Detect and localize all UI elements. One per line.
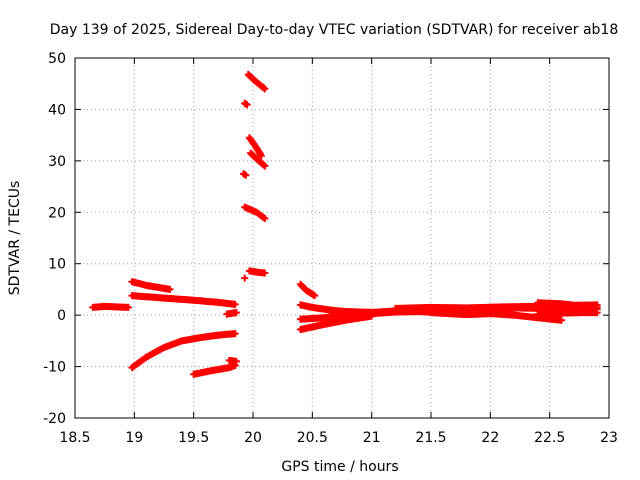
y-axis-label: SDTVAR / TECUs	[7, 181, 23, 296]
data-point	[261, 269, 269, 277]
y-tick-label: -10	[43, 360, 66, 376]
data-point	[593, 309, 601, 317]
x-tick-label: 22.5	[534, 430, 565, 446]
tick-marks	[74, 57, 610, 419]
data-point-fill	[260, 161, 268, 169]
data-point	[311, 292, 319, 300]
data-point	[231, 330, 239, 338]
data-points	[89, 70, 601, 378]
data-point	[486, 308, 494, 316]
x-tick-label: 21.5	[415, 430, 446, 446]
y-tick-label: 40	[48, 102, 66, 118]
y-tick-label: 0	[57, 308, 66, 324]
y-tick-label: 20	[48, 205, 66, 221]
x-tick-label: 19.5	[178, 430, 209, 446]
x-tick-label: 21	[363, 430, 381, 446]
data-point	[166, 285, 174, 293]
chart-title: Day 139 of 2025, Sidereal Day-to-day VTE…	[50, 22, 619, 38]
x-tick-label: 22	[481, 430, 499, 446]
data-point	[243, 101, 251, 109]
data-point	[257, 152, 265, 160]
x-tick-label: 23	[600, 430, 618, 446]
data-point	[261, 162, 269, 170]
data-point	[231, 300, 239, 308]
y-tick-label: 30	[48, 154, 66, 170]
data-point	[261, 214, 269, 222]
x-tick-label: 20	[244, 430, 262, 446]
x-tick-label: 20.5	[297, 430, 328, 446]
x-tick-label: 19	[125, 430, 143, 446]
x-tick-label: 18.5	[59, 430, 90, 446]
y-tick-labels: 50 40 30 20 10 0 -10 -20	[43, 51, 66, 427]
x-axis-label: GPS time / hours	[281, 459, 398, 475]
y-tick-label: -20	[43, 411, 66, 427]
data-point	[241, 274, 249, 282]
data-point	[232, 309, 240, 317]
data-point	[261, 85, 269, 93]
grid-lines	[75, 58, 609, 418]
data-point	[242, 171, 250, 179]
plot-frame	[74, 57, 610, 419]
data-point	[232, 357, 240, 365]
y-tick-label: 50	[48, 51, 66, 67]
y-tick-label: 10	[48, 257, 66, 273]
data-point	[124, 303, 132, 311]
data-point	[558, 316, 566, 324]
x-tick-labels: 18.5 19 19.5 20 20.5 21 21.5 22 22.5 23	[59, 430, 618, 446]
